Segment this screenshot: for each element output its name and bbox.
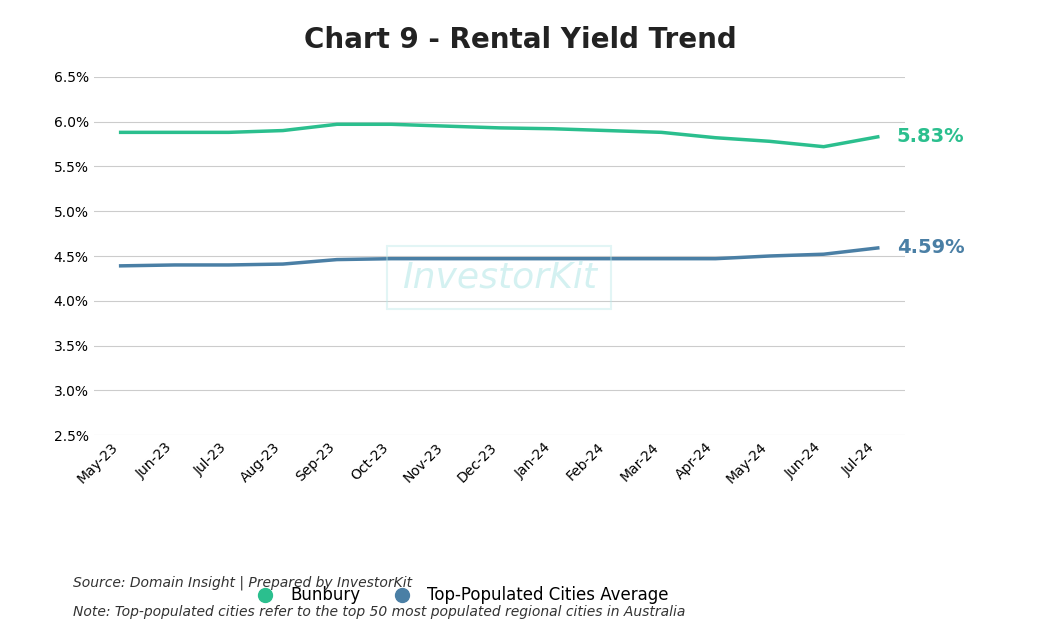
Text: Note: Top-populated cities refer to the top 50 most populated regional cities in: Note: Top-populated cities refer to the … (73, 605, 685, 619)
Legend: Bunbury, Top-Populated Cities Average: Bunbury, Top-Populated Cities Average (242, 580, 675, 611)
Text: 5.83%: 5.83% (896, 127, 964, 147)
Text: 4.59%: 4.59% (896, 239, 964, 257)
Text: Chart 9 - Rental Yield Trend: Chart 9 - Rental Yield Trend (304, 26, 736, 54)
Text: InvestorKit: InvestorKit (401, 260, 597, 294)
Text: Source: Domain Insight | Prepared by InvestorKit: Source: Domain Insight | Prepared by Inv… (73, 576, 412, 591)
